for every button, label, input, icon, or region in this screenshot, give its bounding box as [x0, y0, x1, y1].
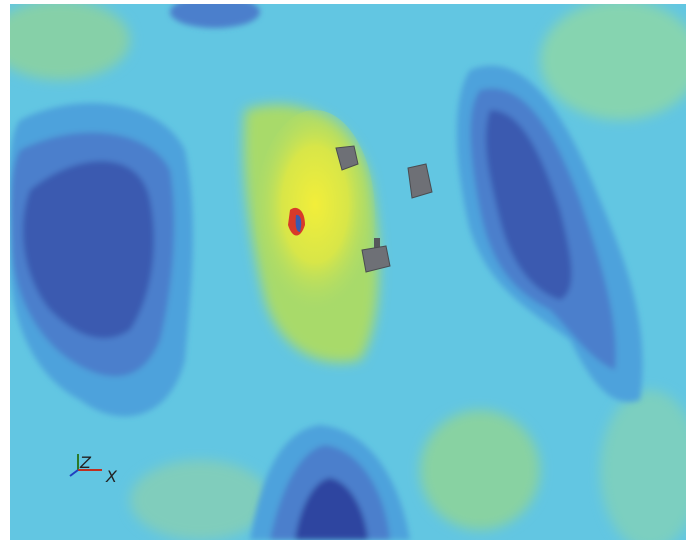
simulation-view: Z X: [0, 0, 688, 552]
axis-label-z: Z: [79, 453, 92, 472]
contour-field: Z X: [0, 0, 688, 550]
axis-label-x: X: [105, 467, 118, 486]
